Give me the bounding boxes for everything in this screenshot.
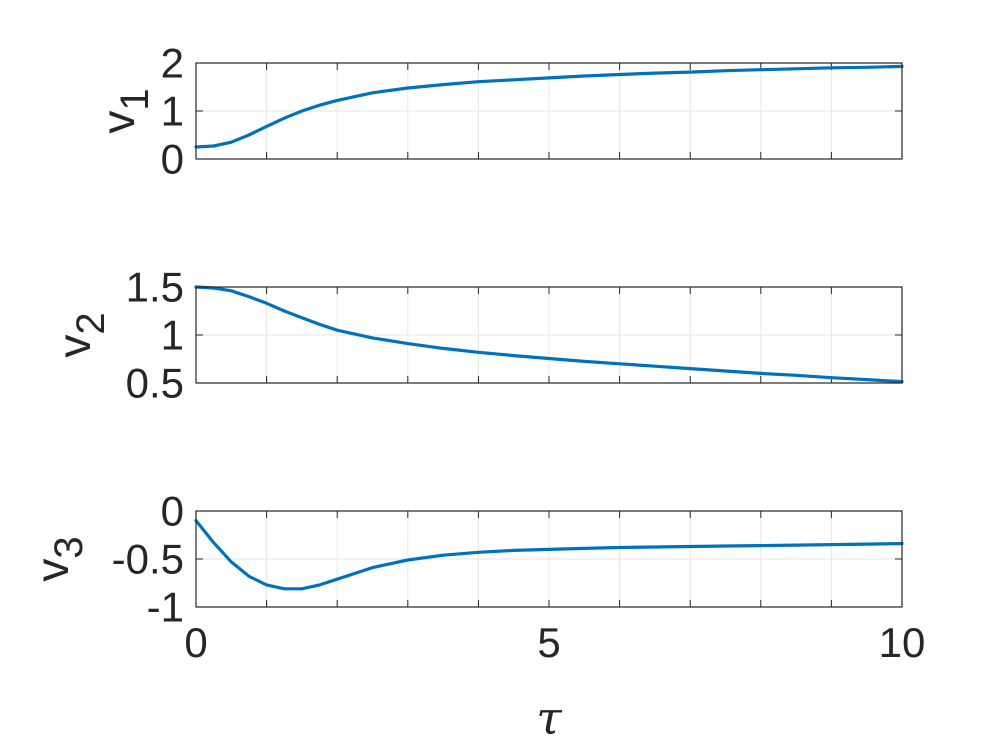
y-tick-label: 1	[161, 312, 184, 359]
y-axis-label-subscript: 2	[69, 312, 113, 334]
subplot-3: -1-0.50 0 5 10 v3 τ	[26, 488, 925, 746]
y-axis-label: v3	[26, 536, 91, 581]
y-axis-label-subscript: 3	[47, 536, 91, 558]
x-tick-label: 0	[184, 619, 207, 666]
y-axis-label-main: v	[26, 559, 78, 582]
y-tick-label: 0	[161, 488, 184, 535]
y-tick-label: 1	[161, 88, 184, 135]
series-line-1	[194, 285, 904, 384]
y-axis-label-main: v	[92, 111, 144, 134]
y-tick-label: 0.5	[126, 360, 184, 407]
y-tick-label: 2	[161, 40, 184, 87]
y-axis-label-main: v	[48, 335, 100, 358]
y-tick-label: 0	[161, 136, 184, 183]
y-tick-label: -1	[147, 584, 184, 631]
x-tick-label: 10	[879, 619, 926, 666]
x-tick-label: 5	[537, 619, 560, 666]
axes-frame	[195, 62, 903, 160]
y-axis-label: v1	[92, 88, 157, 133]
y-axis-label: v2	[48, 312, 113, 357]
axes-frame	[195, 286, 903, 384]
x-axis-label: τ	[536, 691, 563, 745]
y-axis-label-subscript: 1	[113, 88, 157, 110]
subplot-2: 0.511.5 v2	[48, 264, 904, 407]
series-line-1	[194, 518, 904, 591]
y-tick-label: 1.5	[126, 264, 184, 311]
y-tick-label: -0.5	[112, 536, 184, 583]
axes-frame	[195, 510, 903, 608]
series-line-1	[194, 64, 904, 149]
